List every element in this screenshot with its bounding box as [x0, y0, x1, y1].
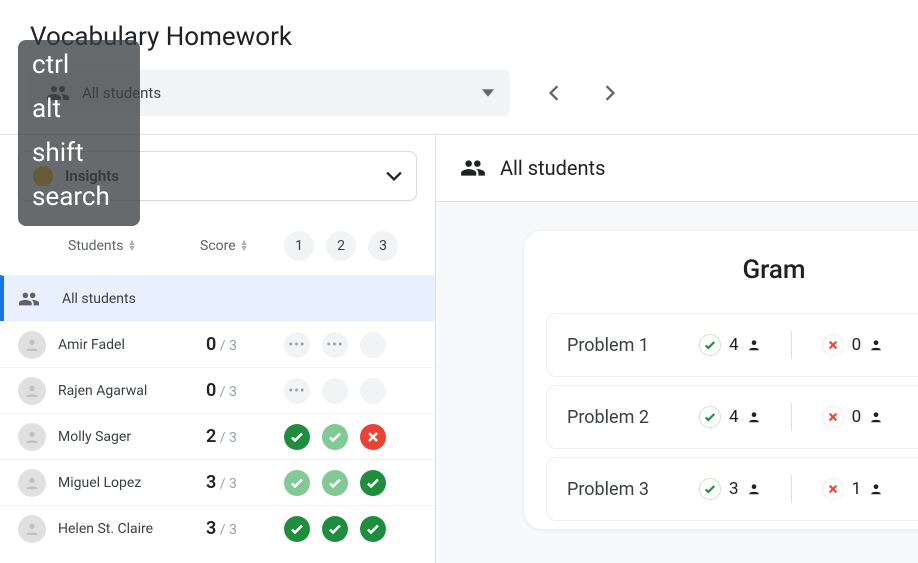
detail-title: All students — [500, 156, 605, 180]
student-row[interactable]: Helen St. Claire 3 / 3 — [0, 505, 435, 551]
status-pending-icon: ••• — [284, 378, 310, 404]
status-pending-icon: ••• — [322, 332, 348, 358]
sort-icon: ▲▼ — [240, 240, 249, 252]
detail-header: All students — [436, 135, 918, 202]
student-row[interactable]: Rajen Agarwal 0 / 3 ••• — [0, 367, 435, 413]
check-icon — [699, 478, 721, 500]
row-label: All students — [62, 291, 210, 307]
correct-stat: 4 — [699, 334, 761, 356]
status-empty-icon — [360, 332, 386, 358]
key-label: ctrl — [32, 50, 126, 80]
status-partial-icon — [322, 470, 348, 496]
key-label: search — [32, 182, 126, 212]
chevron-down-icon — [386, 171, 402, 181]
cross-icon — [822, 334, 844, 356]
avatar — [18, 515, 46, 543]
status-wrong-icon — [360, 424, 386, 450]
wrong-stat: 1 — [822, 478, 884, 500]
cross-icon — [822, 406, 844, 428]
separator — [791, 331, 792, 359]
nav-arrows — [542, 81, 622, 105]
status-correct-icon — [284, 516, 310, 542]
separator — [791, 475, 792, 503]
problem-2-header[interactable]: 2 — [326, 231, 356, 261]
student-score: 2 / 3 — [206, 426, 284, 447]
avatar — [18, 423, 46, 451]
student-name: Helen St. Claire — [58, 521, 206, 537]
wrong-stat: 0 — [822, 406, 884, 428]
problem-row[interactable]: Problem 1 4 0 — [546, 313, 918, 377]
card-title: Gram — [524, 255, 918, 305]
problems-card: Gram Problem 1 4 0 Problem 2 — [524, 231, 918, 529]
student-name: Molly Sager — [58, 429, 206, 445]
check-icon — [699, 334, 721, 356]
problem-3-header[interactable]: 3 — [368, 231, 398, 261]
student-name: Miguel Lopez — [58, 475, 206, 491]
wrong-stat: 0 — [822, 334, 884, 356]
caret-down-icon — [482, 87, 494, 99]
person-icon — [869, 410, 883, 424]
next-button[interactable] — [598, 81, 622, 105]
prev-button[interactable] — [542, 81, 566, 105]
person-icon — [747, 482, 761, 496]
status-partial-icon — [284, 470, 310, 496]
detail-panel: All students Gram Problem 1 4 0 Pro — [436, 135, 918, 563]
student-score: 3 / 3 — [206, 472, 284, 493]
cross-icon — [822, 478, 844, 500]
status-correct-icon — [322, 516, 348, 542]
people-icon — [460, 155, 486, 181]
student-score: 0 / 3 — [206, 334, 284, 355]
avatar — [18, 377, 46, 405]
problem-label: Problem 2 — [567, 407, 687, 428]
status-correct-icon — [284, 424, 310, 450]
key-label: alt — [32, 94, 126, 124]
score-column-header[interactable]: Score ▲▼ — [200, 238, 284, 254]
avatar — [18, 469, 46, 497]
student-row[interactable]: Miguel Lopez 3 / 3 — [0, 459, 435, 505]
status-correct-icon — [360, 516, 386, 542]
correct-stat: 3 — [699, 478, 761, 500]
student-row[interactable]: Amir Fadel 0 / 3 ••• ••• — [0, 321, 435, 367]
student-row[interactable]: Molly Sager 2 / 3 — [0, 413, 435, 459]
student-name: Amir Fadel — [58, 337, 206, 353]
problem-label: Problem 1 — [567, 335, 687, 356]
students-column-header[interactable]: Students ▲▼ — [0, 238, 200, 254]
people-icon — [18, 288, 62, 310]
student-score: 3 / 3 — [206, 518, 284, 539]
person-icon — [869, 482, 883, 496]
check-icon — [699, 406, 721, 428]
avatar — [18, 331, 46, 359]
correct-stat: 4 — [699, 406, 761, 428]
problem-row[interactable]: Problem 3 3 1 — [546, 457, 918, 521]
status-pending-icon: ••• — [284, 332, 310, 358]
student-score: 0 / 3 — [206, 380, 284, 401]
person-icon — [747, 338, 761, 352]
all-students-row[interactable]: All students — [0, 275, 435, 321]
key-label: shift — [32, 138, 126, 168]
person-icon — [869, 338, 883, 352]
sort-icon: ▲▼ — [127, 240, 136, 252]
problem-label: Problem 3 — [567, 479, 687, 500]
keyboard-overlay: ctrl alt shift search — [18, 40, 140, 226]
status-correct-icon — [360, 470, 386, 496]
status-partial-icon — [322, 424, 348, 450]
person-icon — [747, 410, 761, 424]
separator — [791, 403, 792, 431]
problem-1-header[interactable]: 1 — [284, 231, 314, 261]
status-empty-icon — [360, 378, 386, 404]
student-name: Rajen Agarwal — [58, 383, 206, 399]
problem-row[interactable]: Problem 2 4 0 — [546, 385, 918, 449]
status-empty-icon — [322, 378, 348, 404]
